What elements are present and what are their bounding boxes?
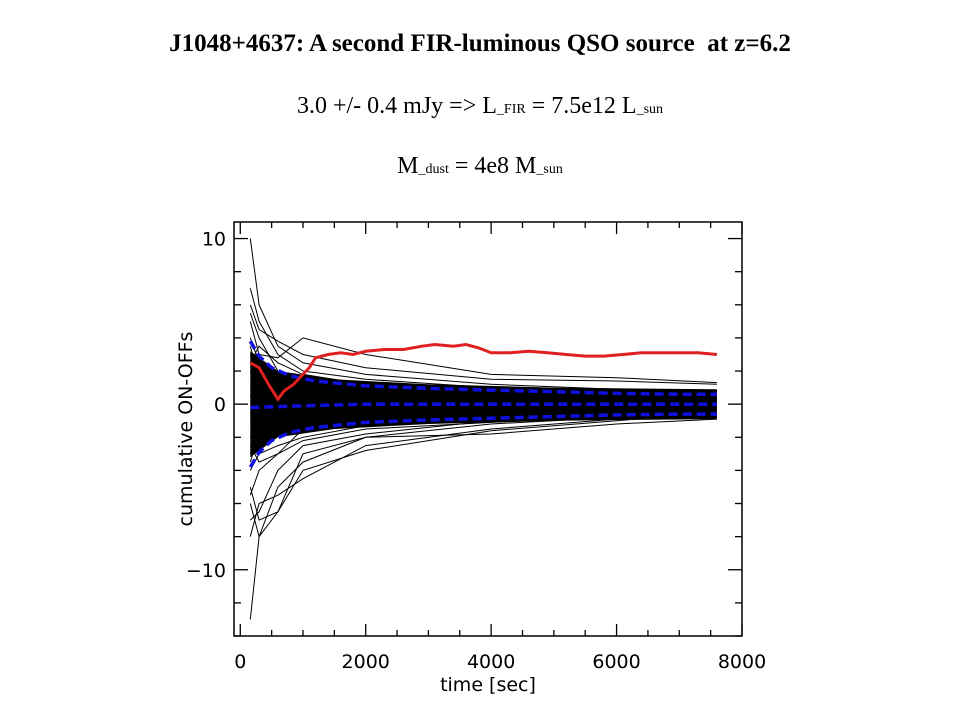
series-layer: [248, 238, 718, 620]
plot-frame: [233, 221, 743, 637]
off-series-line-8: [249, 321, 717, 384]
dust-mass-line: M_dust = 4e8 M_sun: [0, 153, 960, 180]
source-series-line-0: [249, 342, 718, 402]
luminosity-line: 3.0 +/- 0.4 mJy => L_FIR = 7.5e12 L_sun: [0, 93, 960, 120]
off-series-line-4: [249, 238, 717, 392]
dust-mass-sub-dust: _dust: [418, 162, 449, 177]
off-series-line-27: [249, 378, 717, 403]
dust-mass-middle: = 4e8 M: [448, 153, 537, 179]
y-axis-label: cumulative ON-OFFs: [175, 332, 197, 527]
y-tick-label: 10: [202, 229, 226, 251]
off-series-line-14: [249, 370, 717, 402]
off-series-line-18: [249, 288, 717, 397]
x-tick-label: 4000: [467, 651, 515, 673]
luminosity-sub-fir: _FIR: [496, 102, 526, 117]
envelope-series-line-1: [248, 340, 717, 396]
off-series-line-25: [249, 345, 717, 397]
off-series-line-28: [249, 405, 717, 430]
x-tick-label: 6000: [592, 651, 640, 673]
envelope-series-line-3: [250, 402, 717, 410]
off-series-line-5: [249, 413, 717, 620]
envelope-series-line-2: [248, 412, 717, 468]
x-tick-label: 0: [234, 651, 246, 673]
off-series-line-24: [249, 405, 717, 463]
luminosity-middle: = 7.5e12 L: [525, 93, 637, 119]
dust-mass-prefix: M: [397, 153, 419, 179]
off-series-line-6: [249, 304, 717, 385]
off-series-line-21: [249, 312, 717, 400]
luminosity-prefix: 3.0 +/- 0.4 mJy => L: [296, 93, 497, 119]
luminosity-sub-sun: _sun: [636, 102, 664, 117]
off-series-line-19: [249, 410, 717, 521]
off-series-line-7: [249, 415, 717, 537]
off-series-line-11: [249, 411, 717, 471]
dust-mass-sub-sun: _sun: [536, 162, 563, 177]
x-axis-label: time [sec]: [440, 674, 536, 696]
tick-layer: 0 2000 4000 6000 8000 −10 0 10: [186, 222, 766, 673]
off-series-line-9: [249, 411, 717, 521]
x-tick-label: 2000: [342, 651, 390, 673]
x-tick-label: 8000: [718, 651, 766, 673]
slide-title: J1048+4637: A second FIR-luminous QSO so…: [169, 30, 791, 57]
off-series-line-20: [249, 418, 717, 538]
off-series-line-26: [249, 413, 717, 463]
y-tick-label: 0: [214, 394, 226, 416]
y-tick-label: −10: [186, 560, 226, 582]
